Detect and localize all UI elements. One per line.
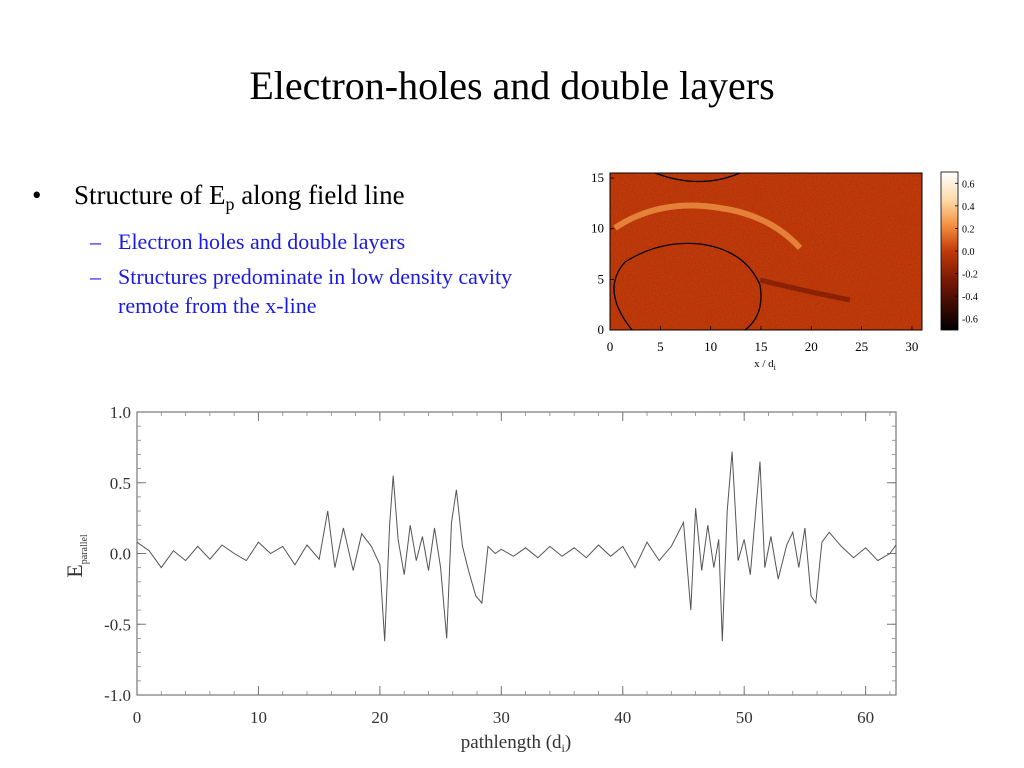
line-chart-frame <box>136 411 897 696</box>
x-tick-label: 50 <box>736 708 753 727</box>
separatrix-curve-left <box>613 242 762 330</box>
bullet-main: • Structure of Ep along field line <box>30 178 520 221</box>
x-tick-label: 10 <box>250 708 267 727</box>
ylabel-sub: parallel <box>79 534 90 564</box>
heatmap-frame <box>609 172 923 331</box>
heatmap-background <box>610 173 922 330</box>
y-tick-label: -0.5 <box>104 615 131 634</box>
line-chart-xlabel: pathlength (di) <box>461 732 571 755</box>
heatmap-x-tick-label: 5 <box>657 339 664 354</box>
colorbar-tick-label: 0.2 <box>962 224 975 235</box>
bullet-dot: • <box>32 180 42 210</box>
colorbar-tick-label: 0.6 <box>962 179 975 190</box>
heatmap-x-tick-label: 10 <box>704 339 717 354</box>
colorbar-tick-label: -0.2 <box>962 270 978 281</box>
colorbar <box>940 171 959 331</box>
x-tick-label: 0 <box>133 708 142 727</box>
heatmap-y-tick-label: 5 <box>598 271 605 286</box>
line-chart-axes: 0 10 20 30 40 50 60 1.0 0.5 0.0 -0.5 -1.0 <box>104 403 896 727</box>
sub-bullet-2-text: Structures predominate in low density ca… <box>118 264 513 318</box>
y-tick-label: 0.5 <box>110 474 131 493</box>
heatmap-texture <box>610 173 922 330</box>
separatrix-curve-top <box>654 173 741 183</box>
x-tick-label: 30 <box>493 708 510 727</box>
heatmap-x-tick-label: 20 <box>805 339 818 354</box>
y-tick-label: -1.0 <box>104 686 131 705</box>
sub-bullet-1-text: Electron holes and double layers <box>118 229 406 254</box>
y-tick-label: 1.0 <box>110 403 131 422</box>
heatmap-x-tick-label: 15 <box>754 339 767 354</box>
bullet-main-subscript: p <box>225 194 235 214</box>
y-tick-label: 0.0 <box>110 545 131 564</box>
line-series-e-parallel <box>136 451 897 642</box>
x-tick-label: 40 <box>614 708 631 727</box>
line-chart-ylabel: Eparallel <box>62 534 90 578</box>
x-tick-label: 20 <box>371 708 388 727</box>
bullet-list: • Structure of Ep along field line – Elect… <box>30 178 520 320</box>
colorbar-tick-label: -0.6 <box>962 315 978 326</box>
colorbar-ticks: 0.6 0.4 0.2 0.0 -0.2 -0.4 -0.6 <box>955 179 978 326</box>
ylabel-main: E <box>62 564 87 577</box>
x-tick-label: 60 <box>857 708 874 727</box>
heatmap-plot-area <box>609 172 923 331</box>
heatmap-x-tick-label: 0 <box>607 339 614 354</box>
heatmap-x-tick-label: 30 <box>905 339 918 354</box>
colorbar-tick-label: -0.4 <box>962 292 978 303</box>
bullet-main-suffix: along field line <box>234 180 405 210</box>
sub-bullet-dash: – <box>90 229 101 254</box>
colorbar-tick-label: 0.0 <box>962 247 975 258</box>
heatmap-dark-streak <box>759 277 851 303</box>
heatmap-bright-streak <box>613 202 803 251</box>
heatmap-y-tick-label: 0 <box>598 322 605 337</box>
bullet-main-prefix: Structure of E <box>74 180 226 210</box>
sub-bullet-2: – Structures predominate in low density c… <box>30 262 520 320</box>
heatmap-y-tick-label: 10 <box>591 221 604 236</box>
sub-bullet-dash: – <box>90 264 101 289</box>
slide-title: Electron-holes and double layers <box>249 63 775 108</box>
heatmap-x-tick-label: 25 <box>855 339 868 354</box>
sub-bullet-1: – Electron holes and double layers <box>30 227 520 256</box>
colorbar-tick-label: 0.4 <box>962 202 975 213</box>
heatmap-y-tick-label: 15 <box>591 170 604 185</box>
heatmap-axes: 0 5 10 15 20 25 30 0 5 10 15 <box>591 170 918 354</box>
svg-text:Eparallel: Eparallel <box>62 534 90 578</box>
heatmap-xlabel: x / di <box>754 358 777 372</box>
